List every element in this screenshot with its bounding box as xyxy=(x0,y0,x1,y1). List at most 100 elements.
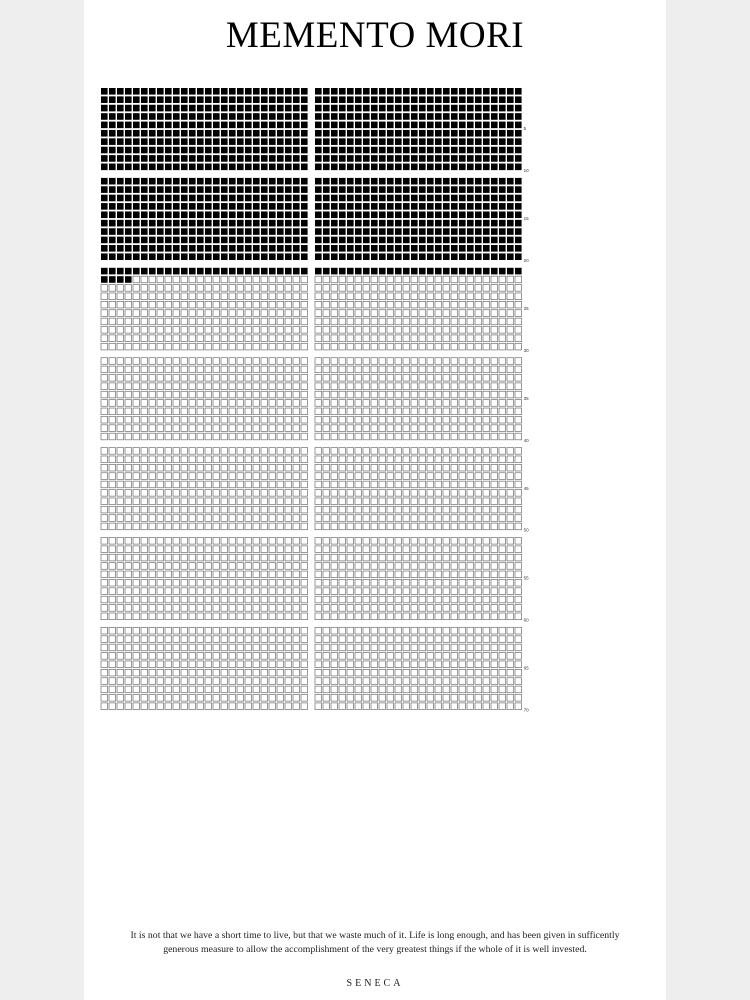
week-box-empty xyxy=(156,545,164,553)
week-box-empty xyxy=(164,399,172,407)
week-box-filled xyxy=(363,138,370,145)
week-box-empty xyxy=(220,365,228,374)
week-box-empty xyxy=(450,562,458,570)
week-box-filled xyxy=(221,129,228,137)
week-box-empty xyxy=(252,424,260,432)
week-box-empty xyxy=(322,612,330,620)
week-box-filled xyxy=(483,211,490,219)
week-box-empty xyxy=(172,382,180,390)
week-box-filled xyxy=(355,146,362,154)
week-box-filled xyxy=(323,88,330,95)
week-box-empty xyxy=(124,334,132,342)
week-box-filled xyxy=(411,146,418,154)
week-box-filled xyxy=(427,236,434,244)
week-box-empty xyxy=(116,635,124,643)
week-box-filled xyxy=(253,186,260,193)
week-box-empty xyxy=(482,595,490,604)
week-box-filled xyxy=(229,163,236,171)
week-box-empty xyxy=(212,497,220,505)
week-box-empty xyxy=(490,694,498,702)
week-box-empty xyxy=(116,416,124,424)
week-box-empty xyxy=(434,694,442,702)
week-box-empty xyxy=(402,604,410,612)
week-box-empty xyxy=(164,416,172,424)
week-box-empty xyxy=(426,579,434,587)
week-box-empty xyxy=(330,514,338,522)
week-box-filled xyxy=(387,163,394,171)
week-box-filled xyxy=(117,146,124,154)
week-box-filled xyxy=(117,88,124,95)
week-box-empty xyxy=(354,464,362,472)
week-box-filled xyxy=(261,104,268,112)
week-box-empty xyxy=(260,570,268,579)
week-box-empty xyxy=(204,522,212,531)
week-box-empty xyxy=(180,595,188,604)
week-box-empty xyxy=(434,660,442,668)
week-box-empty xyxy=(100,374,108,382)
week-box-empty xyxy=(252,284,260,292)
week-box-filled xyxy=(315,267,322,275)
week-box-empty xyxy=(268,553,276,562)
week-box-empty xyxy=(426,326,434,334)
week-box-empty xyxy=(140,643,148,652)
week-box-filled xyxy=(395,113,402,120)
week-box-empty xyxy=(212,522,220,531)
week-box-empty xyxy=(244,497,252,505)
week-box-empty xyxy=(466,694,474,702)
week-box-empty xyxy=(188,604,196,612)
week-box-empty xyxy=(490,292,498,300)
week-box-empty xyxy=(236,472,244,480)
week-box-filled xyxy=(261,121,268,129)
week-box-filled xyxy=(101,228,108,235)
week-box-filled xyxy=(331,96,338,103)
week-box-filled xyxy=(467,267,474,275)
week-box-empty xyxy=(490,309,498,317)
week-box-empty xyxy=(426,374,434,382)
week-box-filled xyxy=(483,236,490,244)
week-box-empty xyxy=(354,660,362,668)
week-box-filled xyxy=(149,177,156,185)
week-box-empty xyxy=(244,612,252,620)
week-box-empty xyxy=(450,317,458,326)
week-box-empty xyxy=(426,694,434,702)
week-box-filled xyxy=(491,228,498,235)
week-box-empty xyxy=(268,562,276,570)
week-box-empty xyxy=(314,694,322,702)
week-box-empty xyxy=(450,334,458,342)
week-box-empty xyxy=(276,407,284,415)
week-box-empty xyxy=(322,505,330,514)
week-box-filled xyxy=(363,146,370,154)
week-box-empty xyxy=(204,514,212,522)
week-box-empty xyxy=(410,545,418,553)
week-box-empty xyxy=(116,522,124,531)
week-box-filled xyxy=(483,253,490,261)
year-marker: 70 xyxy=(524,708,530,713)
week-box-empty xyxy=(180,505,188,514)
week-box-empty xyxy=(514,627,522,635)
week-box-empty xyxy=(410,579,418,587)
week-box-empty xyxy=(506,432,514,441)
week-box-empty xyxy=(164,562,172,570)
week-box-empty xyxy=(386,579,394,587)
week-box-empty xyxy=(228,275,236,284)
week-box-filled xyxy=(419,155,426,162)
week-box-filled xyxy=(483,228,490,235)
week-box-empty xyxy=(322,407,330,415)
week-box-filled xyxy=(419,96,426,103)
week-box-empty xyxy=(330,480,338,489)
year-marker: 55 xyxy=(524,576,530,581)
week-box-empty xyxy=(442,447,450,455)
week-box-empty xyxy=(442,416,450,424)
week-box-empty xyxy=(466,660,474,668)
week-box-empty xyxy=(180,562,188,570)
week-box-filled xyxy=(285,203,292,210)
week-box-empty xyxy=(434,505,442,514)
week-box-filled xyxy=(379,203,386,210)
week-box-filled xyxy=(427,88,434,95)
week-box-filled xyxy=(253,177,260,185)
week-box-empty xyxy=(354,447,362,455)
week-box-filled xyxy=(205,177,212,185)
week-box-empty xyxy=(220,399,228,407)
week-box-empty xyxy=(362,537,370,545)
week-box-empty xyxy=(506,702,514,710)
